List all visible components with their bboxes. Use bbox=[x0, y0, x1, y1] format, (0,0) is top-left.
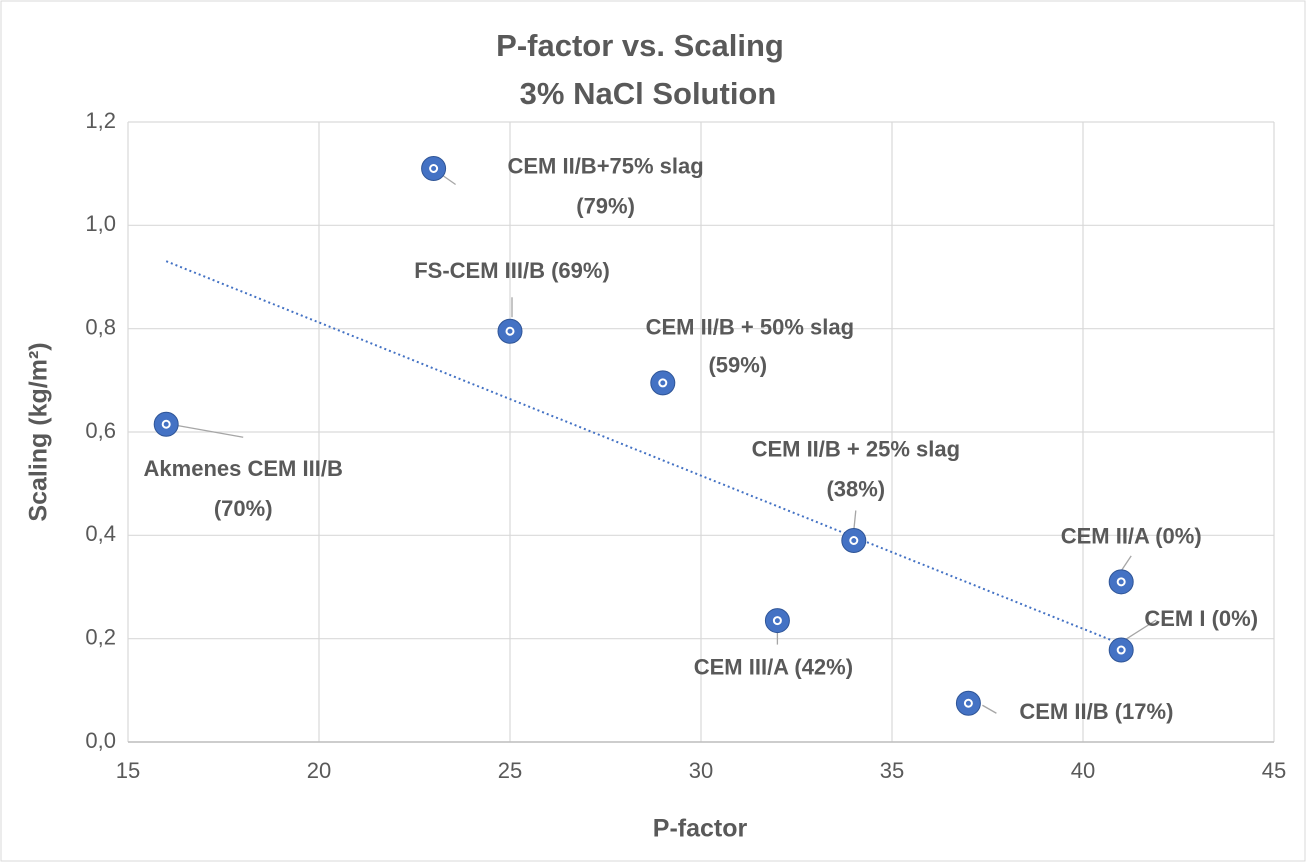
point-label: (79%) bbox=[576, 193, 635, 218]
leader-line bbox=[853, 510, 857, 531]
x-tick-label: 45 bbox=[1262, 758, 1286, 783]
point-center bbox=[1116, 645, 1126, 655]
y-tick-label: 1,2 bbox=[85, 108, 116, 133]
chart-subtitle: 3% NaCl Solution bbox=[520, 76, 777, 111]
point-center bbox=[658, 378, 668, 388]
y-tick-label: 0,0 bbox=[85, 728, 116, 753]
point-label: Akmenes CEM III/B bbox=[144, 456, 343, 481]
point-label: (59%) bbox=[708, 353, 767, 378]
x-tick-label: 20 bbox=[307, 758, 331, 783]
point bbox=[841, 528, 867, 553]
x-tick-label: 30 bbox=[689, 758, 713, 783]
point bbox=[955, 690, 981, 716]
y-tick-label: 0,2 bbox=[85, 624, 116, 649]
point-center bbox=[849, 536, 859, 545]
x-tick-label: 25 bbox=[498, 758, 522, 783]
point-label: FS-CEM III/B (69%) bbox=[414, 258, 610, 283]
point-label: CEM II/B + 25% slag bbox=[752, 436, 960, 461]
y-tick-label: 0,8 bbox=[85, 314, 116, 339]
x-axis-label: P-factor bbox=[653, 815, 748, 843]
point bbox=[650, 370, 676, 396]
y-tick-label: 0,6 bbox=[85, 418, 116, 443]
point bbox=[497, 318, 523, 344]
leader-line bbox=[982, 704, 997, 714]
x-tick-label: 15 bbox=[116, 758, 140, 783]
point-label: CEM II/B + 50% slag bbox=[646, 315, 854, 340]
point-label: CEM II/B (17%) bbox=[1019, 699, 1173, 724]
chart-title: P-factor vs. Scaling bbox=[496, 28, 784, 63]
point-label: CEM II/B+75% slag bbox=[507, 153, 703, 178]
point-label: CEM II/A (0%) bbox=[1061, 524, 1202, 549]
x-tick-label: 40 bbox=[1071, 758, 1095, 783]
point bbox=[421, 156, 447, 181]
point-label: CEM I (0%) bbox=[1144, 606, 1258, 631]
x-tick-label: 35 bbox=[880, 758, 904, 783]
trendline bbox=[165, 260, 1122, 646]
point-center bbox=[429, 164, 439, 173]
point-label: CEM III/A (42%) bbox=[694, 654, 853, 679]
point-center bbox=[772, 616, 782, 626]
y-axis-label: Scaling (kg/m²) bbox=[25, 342, 53, 521]
point-center bbox=[963, 698, 973, 708]
point-center bbox=[505, 326, 515, 336]
point-label: (38%) bbox=[826, 476, 885, 501]
y-tick-label: 0,4 bbox=[85, 521, 116, 546]
point bbox=[764, 608, 790, 634]
point bbox=[1108, 637, 1134, 663]
leader-line bbox=[170, 423, 244, 438]
leader-line bbox=[1125, 619, 1157, 640]
leader-line bbox=[1120, 555, 1132, 572]
point bbox=[153, 411, 179, 437]
point-center bbox=[161, 419, 171, 429]
point-label: (70%) bbox=[214, 496, 273, 521]
point bbox=[1108, 569, 1134, 595]
y-tick-label: 1,0 bbox=[85, 211, 116, 236]
point-center bbox=[1116, 577, 1126, 587]
